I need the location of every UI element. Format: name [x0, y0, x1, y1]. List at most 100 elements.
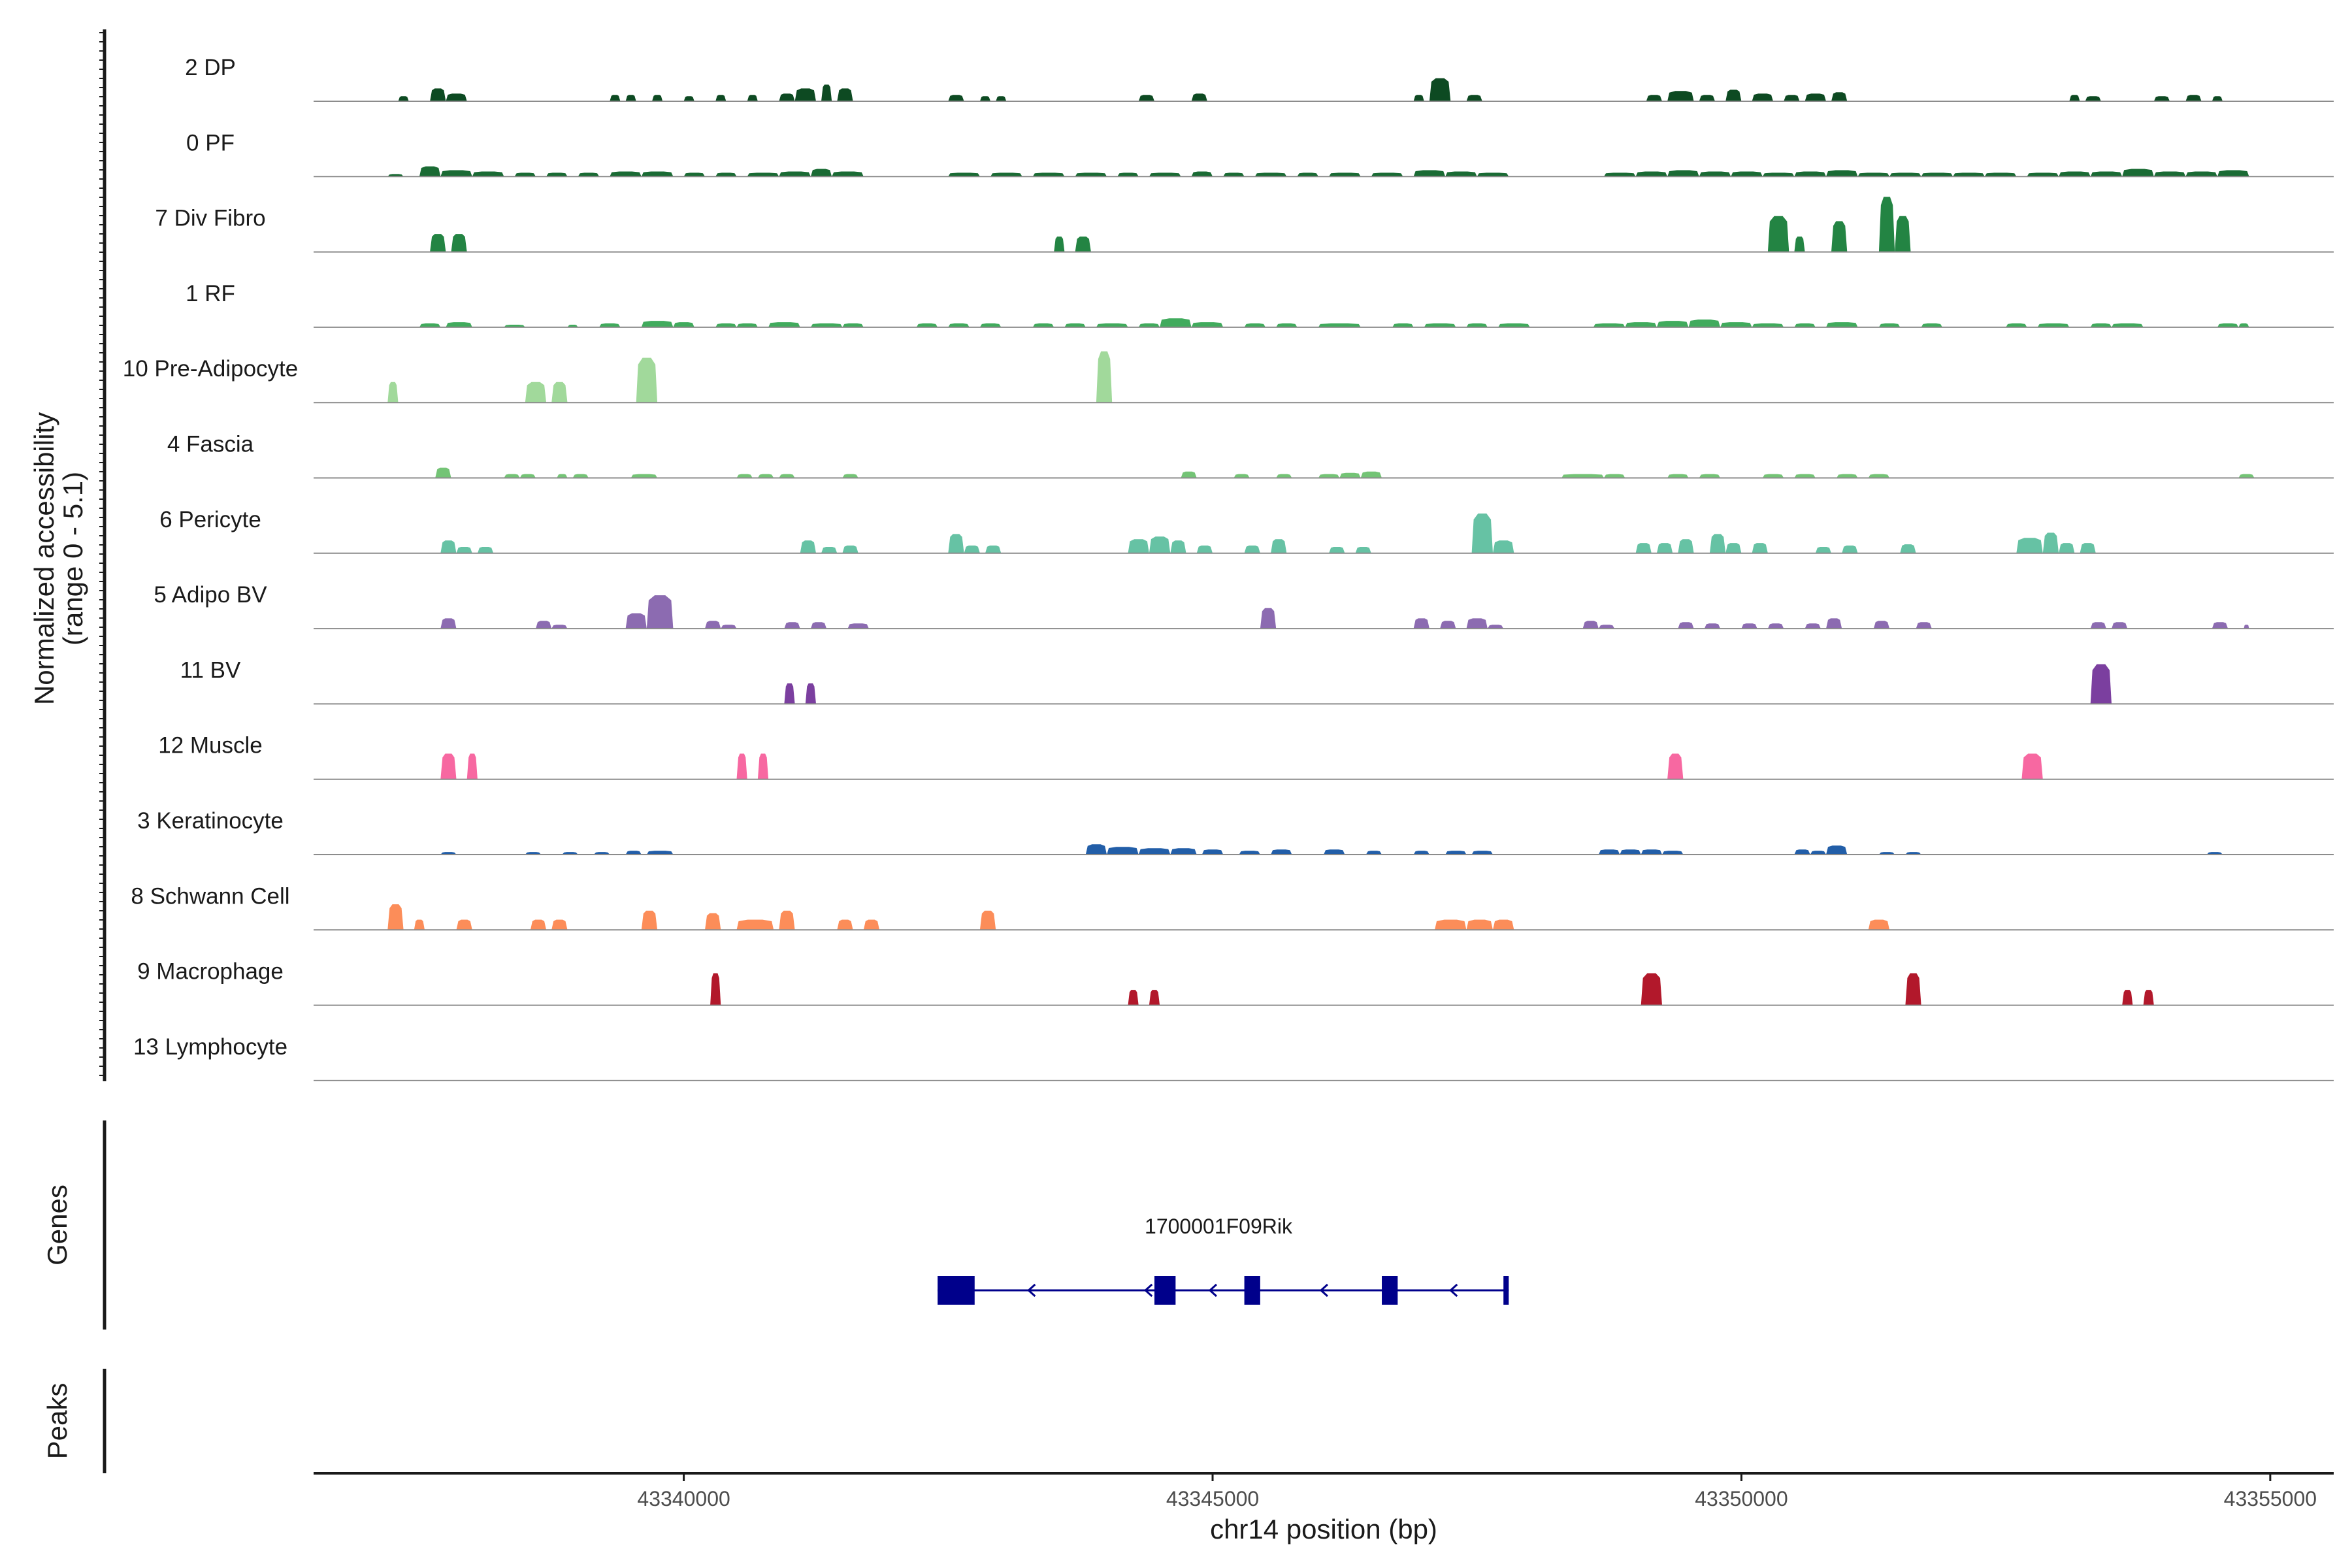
track-label: 11 BV — [180, 657, 241, 683]
track-peak — [979, 96, 991, 101]
gene-strand-arrow — [1319, 1283, 1328, 1298]
track-peak — [1096, 351, 1113, 403]
track-peak — [1424, 323, 1456, 327]
track-peak — [1688, 319, 1721, 327]
track-peak — [2037, 323, 2070, 327]
y-axis-title: Normalized accessibility — [29, 412, 59, 705]
track-peak — [1440, 621, 1456, 629]
track-peak — [1667, 753, 1684, 779]
track-peak — [842, 546, 858, 553]
track-peak — [599, 323, 621, 327]
y-axis-range: (range 0 - 5.1) — [57, 472, 88, 645]
track-peak — [1064, 323, 1086, 327]
track-label: 6 Pericyte — [159, 507, 261, 532]
track-peak — [1466, 919, 1493, 930]
gene-exon — [1154, 1276, 1176, 1305]
track-peak — [1725, 543, 1742, 553]
track-peak — [2238, 323, 2249, 327]
track-peak — [2090, 622, 2106, 629]
track-peak — [1826, 845, 1848, 855]
track-peak — [821, 84, 832, 101]
track-peak — [2244, 625, 2249, 629]
track-peak — [1582, 621, 1599, 629]
track-peak — [948, 534, 964, 553]
track-peak — [1196, 546, 1213, 553]
track-peak — [715, 323, 737, 327]
track-peak — [1826, 618, 1842, 629]
track-peak — [1667, 474, 1689, 478]
gene-exon — [1503, 1276, 1509, 1305]
track-peak — [1466, 323, 1488, 327]
track-row: 7 Div Fibro — [155, 197, 2334, 253]
track-peak — [1741, 623, 1757, 629]
track-peak — [2085, 96, 2101, 101]
track-peak — [1191, 171, 1213, 177]
track-peak — [456, 919, 472, 930]
track-peak — [1678, 539, 1694, 553]
track-peak — [1709, 534, 1726, 553]
track-peak — [2006, 323, 2027, 327]
track-peak — [1604, 474, 1625, 478]
track-peak — [1435, 919, 1467, 930]
track-peak — [2021, 753, 2043, 779]
track-peak — [1598, 625, 1615, 629]
track-peak — [451, 234, 467, 252]
track-peak — [1191, 93, 1207, 101]
track-peak — [1725, 90, 1742, 101]
track-peak — [810, 169, 832, 177]
track-peak — [1873, 621, 1890, 629]
track-peak — [2016, 538, 2043, 553]
track-peak — [1170, 848, 1197, 855]
track-peak — [705, 913, 721, 930]
track-peak — [1593, 323, 1625, 327]
track-peak — [1138, 848, 1171, 855]
track-peak — [779, 474, 795, 478]
gene-exon — [938, 1276, 975, 1305]
track-peak — [1921, 323, 1942, 327]
track-peak — [842, 323, 864, 327]
track-peak — [736, 753, 747, 779]
track-peak — [1794, 849, 1810, 855]
track-peak — [652, 95, 663, 101]
track-peak — [1201, 849, 1224, 855]
track-peak — [2212, 96, 2223, 101]
track-peak — [557, 474, 568, 478]
track-peak — [1784, 95, 1800, 101]
y-axis-ticks — [99, 32, 105, 1076]
track-peak — [736, 323, 758, 327]
track-peak — [837, 88, 853, 101]
track-label: 1 RF — [186, 281, 235, 306]
track-label: 8 Schwann Cell — [131, 883, 289, 909]
track-peak — [1720, 322, 1752, 327]
y-axis-title-group: Normalized accessibility (range 0 - 5.1) — [29, 412, 88, 705]
track-peak — [2122, 169, 2154, 177]
x-axis-tick-label: 43345000 — [1166, 1487, 1259, 1511]
track-peak — [2090, 664, 2112, 704]
track-peak — [683, 172, 705, 177]
track-peak — [551, 625, 568, 629]
track-peak — [784, 622, 800, 629]
track-peak — [1794, 474, 1816, 478]
track-peak — [1868, 919, 1890, 930]
track-peak — [996, 96, 1007, 101]
gene-name-label: 1700001F09Rik — [1145, 1215, 1293, 1238]
track-peak — [646, 851, 674, 855]
track-peak — [747, 172, 779, 177]
track-peak — [625, 851, 642, 855]
track-peak — [1360, 471, 1382, 478]
track-peak — [810, 323, 843, 327]
track-peak — [1667, 91, 1694, 101]
track-label: 5 Adipo BV — [154, 582, 267, 608]
track-peak — [1223, 172, 1245, 177]
track-peak — [1339, 472, 1361, 478]
track-peak — [2090, 323, 2112, 327]
track-peak — [979, 323, 1002, 327]
track-peak — [2185, 171, 2217, 177]
track-peak — [419, 166, 441, 177]
track-peak — [1805, 93, 1826, 101]
genes-panel-title: Genes — [42, 1184, 73, 1266]
peaks-panel-title: Peaks — [42, 1383, 73, 1460]
track-peak — [1815, 547, 1831, 553]
track-peak — [1054, 237, 1065, 252]
track-peak — [1487, 625, 1504, 629]
